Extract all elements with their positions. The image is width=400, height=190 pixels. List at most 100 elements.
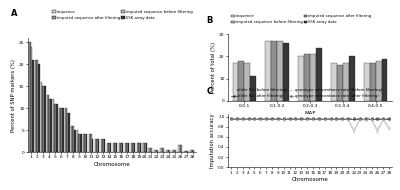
allele R2 (after filtering)	[281, 117, 286, 120]
allele R2 (before filtering)	[340, 118, 345, 120]
allele R2 (after filtering)	[340, 117, 345, 120]
genotype concordance rate (before filtering)	[322, 118, 327, 120]
allele R2 (after filtering)	[275, 117, 280, 120]
genotype concordance rate (after filtering)	[258, 117, 263, 119]
Bar	[181, 145, 182, 152]
allele R2 (after filtering)	[234, 117, 239, 120]
allele R2 (before filtering)	[293, 118, 298, 120]
allele R2 (before filtering)	[234, 118, 239, 120]
Bar	[310, 54, 316, 101]
Bar	[136, 143, 138, 152]
Bar	[67, 112, 68, 152]
allele R2 (after filtering)	[352, 117, 356, 120]
Y-axis label: Percent of SNP markers (%): Percent of SNP markers (%)	[11, 59, 16, 131]
Bar	[50, 99, 52, 152]
allele R2 (after filtering)	[264, 117, 268, 120]
allele R2 (before filtering)	[381, 118, 386, 121]
Bar	[150, 148, 151, 152]
Bar	[96, 139, 97, 152]
Bar	[118, 143, 120, 152]
Bar	[238, 61, 244, 101]
Bar	[35, 60, 36, 152]
Bar	[382, 59, 388, 101]
Bar	[193, 150, 194, 152]
allele R2 (before filtering)	[281, 118, 286, 121]
Bar	[178, 145, 180, 152]
allele R2 (before filtering)	[275, 118, 280, 120]
Bar	[47, 95, 48, 152]
Bar	[41, 82, 42, 152]
genotype concordance rate (before filtering)	[240, 118, 245, 120]
Bar	[154, 150, 156, 152]
Bar	[43, 86, 44, 152]
Bar	[138, 143, 139, 152]
allele R2 (after filtering)	[305, 117, 310, 120]
allele R2 (before filtering)	[352, 131, 356, 133]
genotype concordance rate (after filtering)	[352, 117, 356, 119]
genotype concordance rate (before filtering)	[264, 118, 268, 120]
Bar	[156, 150, 157, 152]
Bar	[166, 150, 168, 152]
Text: C: C	[207, 87, 213, 96]
allele R2 (before filtering)	[252, 118, 257, 120]
Bar	[84, 135, 85, 152]
Bar	[107, 143, 108, 152]
Bar	[74, 130, 76, 152]
Bar	[298, 56, 304, 101]
genotype concordance rate (before filtering)	[258, 118, 263, 120]
Bar	[38, 64, 40, 152]
genotype concordance rate (after filtering)	[287, 117, 292, 119]
Bar	[61, 108, 62, 152]
Bar	[349, 56, 355, 101]
allele R2 (before filtering)	[270, 118, 274, 120]
Bar	[283, 43, 289, 101]
allele R2 (after filtering)	[270, 117, 274, 120]
Bar	[376, 61, 382, 101]
Bar	[108, 143, 109, 152]
Bar	[364, 63, 370, 101]
X-axis label: Chromosome: Chromosome	[94, 162, 130, 167]
genotype concordance rate (after filtering)	[246, 117, 251, 119]
Bar	[78, 135, 79, 152]
Bar	[343, 63, 349, 101]
Bar	[186, 151, 187, 152]
allele R2 (after filtering)	[381, 117, 386, 120]
genotype concordance rate (before filtering)	[275, 118, 280, 120]
allele R2 (before filtering)	[387, 128, 392, 130]
Bar	[91, 135, 92, 152]
Bar	[133, 143, 134, 152]
Bar	[37, 60, 38, 152]
Line: genotype concordance rate (before filtering): genotype concordance rate (before filter…	[230, 118, 390, 130]
genotype concordance rate (after filtering)	[357, 117, 362, 119]
genotype concordance rate (after filtering)	[240, 117, 245, 119]
Bar	[169, 150, 170, 152]
Bar	[163, 148, 164, 152]
allele R2 (before filtering)	[357, 118, 362, 121]
genotype concordance rate (after filtering)	[293, 117, 298, 119]
genotype concordance rate (after filtering)	[275, 117, 280, 119]
Bar	[148, 148, 150, 152]
allele R2 (before filtering)	[258, 118, 263, 120]
allele R2 (before filtering)	[264, 118, 268, 120]
Bar	[146, 143, 147, 152]
genotype concordance rate (after filtering)	[387, 117, 392, 119]
allele R2 (before filtering)	[299, 118, 304, 120]
Bar	[316, 48, 322, 101]
Bar	[128, 143, 129, 152]
genotype concordance rate (before filtering)	[328, 118, 333, 120]
genotype concordance rate (after filtering)	[369, 117, 374, 119]
Bar	[109, 143, 110, 152]
Bar	[77, 130, 78, 152]
allele R2 (before filtering)	[246, 118, 251, 120]
Bar	[187, 151, 188, 152]
Bar	[265, 41, 271, 101]
Bar	[130, 143, 132, 152]
X-axis label: Chromosome: Chromosome	[292, 177, 328, 182]
genotype concordance rate (before filtering)	[316, 118, 321, 120]
Bar	[121, 143, 122, 152]
genotype concordance rate (before filtering)	[363, 118, 368, 121]
Y-axis label: Imputation accuracy: Imputation accuracy	[210, 113, 215, 168]
genotype concordance rate (before filtering)	[387, 126, 392, 128]
genotype concordance rate (before filtering)	[340, 118, 345, 120]
genotype concordance rate (before filtering)	[381, 118, 386, 120]
